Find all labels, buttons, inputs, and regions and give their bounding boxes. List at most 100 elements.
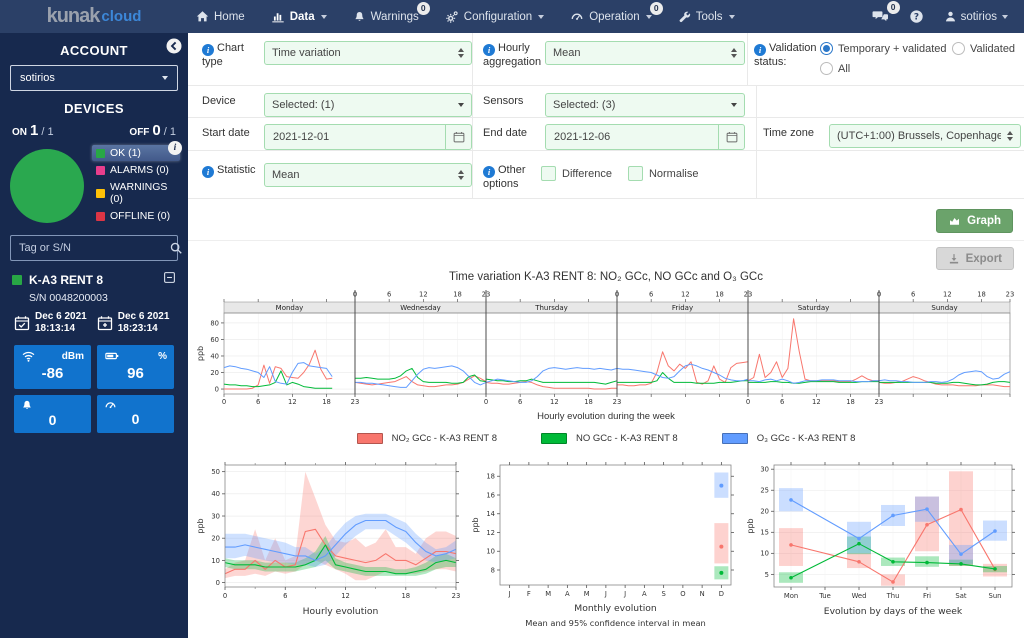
legend-item-warnings[interactable]: WARNINGS (0): [92, 179, 180, 207]
dropdown-icon: [731, 103, 737, 107]
sensors-select[interactable]: Selected: (3): [545, 93, 745, 117]
info-icon[interactable]: i: [754, 44, 766, 56]
calendar-icon[interactable]: [445, 125, 471, 149]
start-date-input[interactable]: [265, 125, 445, 149]
date-line: Dec 6 2021: [117, 311, 170, 322]
nav-item-operation[interactable]: Operation 0: [570, 2, 663, 23]
question-icon: ?: [909, 10, 923, 23]
legend-item-alarms[interactable]: ALARMS (0): [92, 162, 180, 178]
collapse-device-icon[interactable]: [163, 271, 176, 289]
weekly-chart-caption: Hourly evolution during the week: [537, 411, 675, 422]
statistic-select[interactable]: Mean: [264, 163, 472, 187]
info-icon[interactable]: i: [483, 44, 495, 56]
sidebar-collapse-button[interactable]: [166, 38, 182, 59]
export-button[interactable]: Export: [935, 247, 1014, 270]
svg-text:Mean and 95% confidence interv: Mean and 95% confidence interval in mean: [525, 618, 706, 628]
normalise-checkbox[interactable]: Normalise: [627, 166, 698, 181]
time-zone-label: Time zone: [763, 127, 814, 139]
kunak-cloud-logo[interactable]: kunak cloud: [0, 5, 188, 28]
alarms-swatch: [96, 165, 105, 175]
battery-icon: [105, 352, 119, 360]
hourly-aggregation-select[interactable]: Mean: [545, 41, 745, 65]
device-search-input[interactable]: [11, 242, 169, 254]
checkbox-icon: [627, 166, 643, 181]
hourly-aggregation-label: i Hourly aggregation: [483, 42, 542, 68]
nav-item-help[interactable]: ?: [909, 9, 924, 24]
statistic-label: i Statistic: [202, 160, 264, 178]
nav-item-warnings[interactable]: Warnings 0: [353, 1, 430, 24]
signal-value: -86: [41, 365, 64, 382]
radio-icon: [820, 62, 833, 75]
nav-item-configuration[interactable]: Configuration: [445, 10, 545, 24]
svg-text:J: J: [508, 590, 511, 598]
svg-text:23: 23: [613, 398, 622, 406]
nav-item-messages[interactable]: 0: [872, 1, 900, 24]
difference-checkbox[interactable]: Difference: [541, 166, 612, 181]
chat-icon: [872, 11, 888, 22]
svg-text:D: D: [719, 590, 724, 598]
device-list-item[interactable]: K-A3 RENT 8: [0, 261, 188, 289]
device-select[interactable]: Selected: (1): [264, 93, 472, 117]
search-icon[interactable]: [169, 241, 183, 255]
svg-text:30: 30: [760, 466, 769, 474]
devices-info-icon[interactable]: i: [168, 141, 182, 155]
time-zone-select[interactable]: (UTC+1:00) Brussels, Copenhagen, Madrid,…: [829, 124, 1021, 148]
wifi-icon: [22, 351, 35, 362]
start-date-field: [264, 124, 472, 150]
nav-item-tools[interactable]: Tools: [678, 10, 735, 23]
svg-text:F: F: [527, 590, 531, 598]
end-date-field: [545, 124, 745, 150]
caret-down-icon: [645, 14, 652, 19]
devices-title: DEVICES: [64, 101, 124, 116]
on-count: 1: [30, 122, 39, 139]
calendar-icon[interactable]: [718, 125, 744, 149]
device-metric-tiles: dBm -86 % 96 0 0: [14, 345, 174, 433]
svg-text:18: 18: [486, 473, 495, 481]
svg-text:8: 8: [491, 566, 495, 574]
alarms-tile: 0: [14, 395, 91, 433]
top-navbar: kunak cloud Home Data Warnings 0 Configu…: [0, 0, 1024, 33]
graph-button[interactable]: Graph: [936, 209, 1013, 233]
svg-text:14: 14: [486, 510, 495, 518]
svg-text:6: 6: [256, 398, 260, 406]
o3-swatch: [721, 432, 748, 444]
svg-text:J: J: [623, 590, 626, 598]
radio-all[interactable]: All: [820, 62, 1024, 75]
svg-text:Evolution by days of the week: Evolution by days of the week: [824, 606, 963, 617]
info-icon[interactable]: i: [202, 44, 214, 56]
svg-text:ppb: ppb: [196, 346, 205, 361]
device-name: K-A3 RENT 8: [29, 273, 104, 287]
svg-text:0: 0: [216, 579, 220, 587]
nav-item-user[interactable]: sotirios: [944, 10, 1008, 23]
svg-text:23: 23: [351, 398, 360, 406]
device-search: [10, 235, 182, 261]
on-label: ON: [12, 127, 27, 138]
messages-badge: 0: [886, 1, 900, 14]
svg-text:23: 23: [875, 398, 884, 406]
info-icon[interactable]: i: [202, 166, 214, 178]
bar-chart-icon: [272, 13, 284, 23]
svg-text:6: 6: [387, 291, 391, 299]
main-content: i Chart type Time variation i Hourly aggre…: [188, 33, 1024, 638]
info-icon[interactable]: i: [483, 166, 495, 178]
device-status-donut: [10, 149, 84, 223]
end-date-input[interactable]: [546, 125, 718, 149]
svg-text:25: 25: [760, 487, 769, 495]
radio-validated[interactable]: Validated: [952, 42, 1015, 55]
off-count: 0: [152, 122, 161, 139]
radio-temporary-validated[interactable]: Temporary + validated: [820, 42, 952, 55]
chart-type-select[interactable]: Time variation: [264, 41, 472, 65]
account-select[interactable]: sotirios: [10, 65, 178, 91]
nav-item-data[interactable]: Data: [271, 10, 327, 23]
checkbox-icon: [541, 166, 556, 181]
calendar-plus-icon: [97, 316, 112, 331]
updown-icon: [1007, 131, 1013, 141]
svg-text:18: 18: [322, 398, 331, 406]
legend-item-ok[interactable]: OK (1): [92, 145, 180, 161]
svg-text:0: 0: [484, 398, 488, 406]
svg-text:10: 10: [760, 550, 769, 558]
svg-text:20: 20: [760, 508, 769, 516]
nav-item-home[interactable]: Home: [196, 10, 245, 23]
start-date-label: Start date: [202, 127, 250, 139]
legend-item-offline[interactable]: OFFLINE (0): [92, 208, 180, 224]
